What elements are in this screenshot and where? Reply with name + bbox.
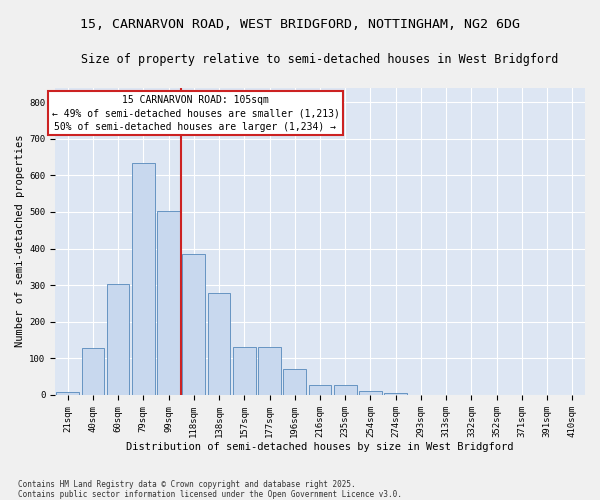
Bar xyxy=(82,348,104,395)
Y-axis label: Number of semi-detached properties: Number of semi-detached properties xyxy=(15,135,25,348)
Bar xyxy=(258,348,281,395)
Bar xyxy=(132,162,155,395)
X-axis label: Distribution of semi-detached houses by size in West Bridgford: Distribution of semi-detached houses by … xyxy=(126,442,514,452)
Bar xyxy=(308,384,331,395)
Bar xyxy=(359,390,382,395)
Bar xyxy=(182,254,205,395)
Bar xyxy=(208,293,230,395)
Bar xyxy=(334,384,356,395)
Bar xyxy=(233,348,256,395)
Bar xyxy=(56,392,79,395)
Bar xyxy=(157,211,180,395)
Bar xyxy=(107,284,130,395)
Bar xyxy=(385,393,407,395)
Title: Size of property relative to semi-detached houses in West Bridgford: Size of property relative to semi-detach… xyxy=(82,52,559,66)
Text: 15 CARNARVON ROAD: 105sqm
← 49% of semi-detached houses are smaller (1,213)
50% : 15 CARNARVON ROAD: 105sqm ← 49% of semi-… xyxy=(52,95,340,132)
Text: Contains HM Land Registry data © Crown copyright and database right 2025.
Contai: Contains HM Land Registry data © Crown c… xyxy=(18,480,402,499)
Text: 15, CARNARVON ROAD, WEST BRIDGFORD, NOTTINGHAM, NG2 6DG: 15, CARNARVON ROAD, WEST BRIDGFORD, NOTT… xyxy=(80,18,520,30)
Bar xyxy=(283,370,306,395)
